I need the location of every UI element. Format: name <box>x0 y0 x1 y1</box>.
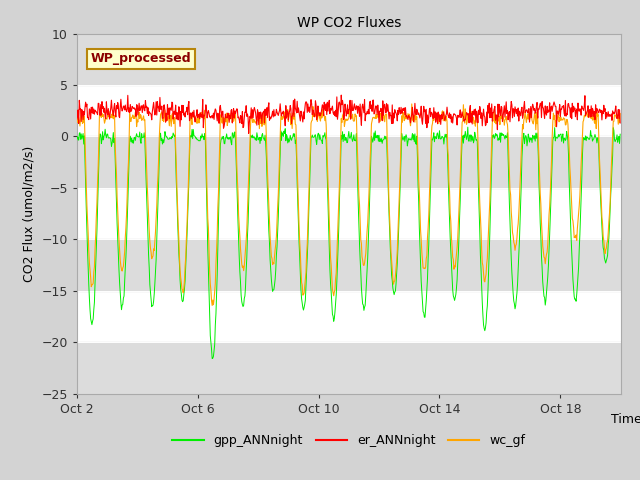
gpp_ANNnight <box>271 276 279 282</box>
gpp_ANNnight <box>381 136 389 142</box>
er_ANNnight <box>271 113 279 119</box>
Bar <box>77 342 621 394</box>
gpp_ANNnight <box>201 131 209 136</box>
wc_gf <box>209 302 216 308</box>
wc_gf <box>201 108 209 113</box>
er_ANNnight <box>616 120 624 126</box>
gpp_ANNnight <box>464 124 472 130</box>
er_ANNnight <box>92 109 100 115</box>
Bar <box>77 34 621 85</box>
er_ANNnight <box>337 92 345 98</box>
wc_gf <box>381 112 389 118</box>
er_ANNnight <box>201 113 209 119</box>
Legend: gpp_ANNnight, er_ANNnight, wc_gf: gpp_ANNnight, er_ANNnight, wc_gf <box>168 429 530 452</box>
gpp_ANNnight <box>513 290 521 296</box>
Title: WP CO2 Fluxes: WP CO2 Fluxes <box>296 16 401 30</box>
er_ANNnight <box>513 107 521 112</box>
gpp_ANNnight <box>73 137 81 143</box>
wc_gf <box>616 111 624 117</box>
Line: gpp_ANNnight: gpp_ANNnight <box>77 127 620 359</box>
er_ANNnight <box>300 116 308 122</box>
gpp_ANNnight <box>209 356 216 361</box>
er_ANNnight <box>382 110 390 116</box>
wc_gf <box>513 235 521 241</box>
Text: WP_processed: WP_processed <box>90 52 191 65</box>
gpp_ANNnight <box>300 305 308 311</box>
er_ANNnight <box>73 117 81 122</box>
Y-axis label: CO2 Flux (umol/m2/s): CO2 Flux (umol/m2/s) <box>23 145 36 282</box>
gpp_ANNnight <box>92 247 100 252</box>
Bar <box>77 136 621 188</box>
Line: er_ANNnight: er_ANNnight <box>77 95 620 133</box>
wc_gf <box>271 247 279 252</box>
wc_gf <box>73 110 81 116</box>
wc_gf <box>300 290 308 296</box>
er_ANNnight <box>245 131 253 136</box>
gpp_ANNnight <box>616 132 624 137</box>
Line: wc_gf: wc_gf <box>77 104 620 305</box>
Bar <box>77 240 621 291</box>
wc_gf <box>92 214 100 220</box>
X-axis label: Time: Time <box>611 413 640 426</box>
wc_gf <box>408 101 415 107</box>
